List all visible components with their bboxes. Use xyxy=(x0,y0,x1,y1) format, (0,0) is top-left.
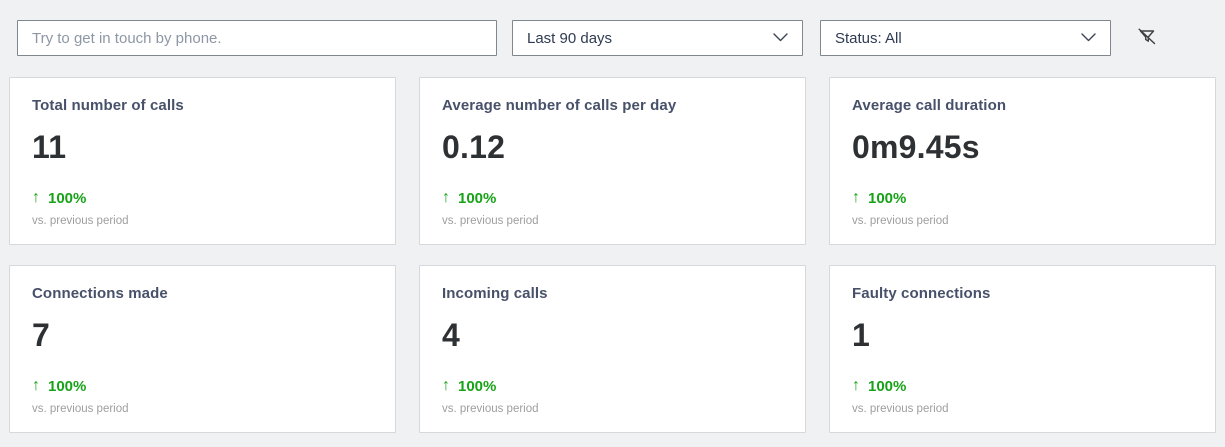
stat-card-incoming-calls: Incoming calls 4 ↑ 100% vs. previous per… xyxy=(419,265,806,433)
clear-filter-icon xyxy=(1136,26,1158,51)
card-title: Total number of calls xyxy=(32,97,184,114)
card-caption: vs. previous period xyxy=(852,215,949,227)
delta-badge: ↑ 100% xyxy=(442,377,783,395)
delta-badge: ↑ 100% xyxy=(442,189,783,207)
card-value: 4 xyxy=(442,317,460,353)
delta-value: 100% xyxy=(48,189,87,207)
card-title: Faulty connections xyxy=(852,285,991,302)
card-value: 11 xyxy=(32,129,67,165)
delta-badge: ↑ 100% xyxy=(32,377,373,395)
date-range-dropdown[interactable]: Last 90 days xyxy=(512,20,803,56)
delta-value: 100% xyxy=(868,377,907,395)
card-title: Average number of calls per day xyxy=(442,97,677,114)
stat-card-faulty-connections: Faulty connections 1 ↑ 100% vs. previous… xyxy=(829,265,1216,433)
card-caption: vs. previous period xyxy=(32,215,129,227)
arrow-up-icon: ↑ xyxy=(32,377,40,394)
delta-value: 100% xyxy=(48,377,87,395)
arrow-up-icon: ↑ xyxy=(442,189,450,206)
card-value: 7 xyxy=(32,317,50,353)
card-caption: vs. previous period xyxy=(852,403,949,415)
card-title: Average call duration xyxy=(852,97,1007,114)
arrow-up-icon: ↑ xyxy=(852,377,860,394)
stats-grid: Total number of calls 11 ↑ 100% vs. prev… xyxy=(9,77,1216,433)
card-caption: vs. previous period xyxy=(442,403,539,415)
card-value: 0m9.45s xyxy=(852,129,980,165)
card-value: 0.12 xyxy=(442,129,506,165)
card-caption: vs. previous period xyxy=(32,403,129,415)
phone-search-input[interactable] xyxy=(17,20,497,56)
delta-value: 100% xyxy=(868,189,907,207)
filter-bar: Last 90 days Status: All xyxy=(0,20,1225,56)
status-dropdown[interactable]: Status: All xyxy=(820,20,1111,56)
status-value: Status: All xyxy=(835,29,902,47)
delta-value: 100% xyxy=(458,377,497,395)
date-range-value: Last 90 days xyxy=(527,29,613,47)
card-caption: vs. previous period xyxy=(442,215,539,227)
chevron-down-icon xyxy=(773,29,788,47)
stat-card-avg-call-duration: Average call duration 0m9.45s ↑ 100% vs.… xyxy=(829,77,1216,245)
delta-badge: ↑ 100% xyxy=(32,189,373,207)
clear-filters-button[interactable] xyxy=(1130,21,1164,55)
chevron-down-icon xyxy=(1081,29,1096,47)
arrow-up-icon: ↑ xyxy=(852,189,860,206)
stat-card-avg-calls-per-day: Average number of calls per day 0.12 ↑ 1… xyxy=(419,77,806,245)
card-value: 1 xyxy=(852,317,870,353)
card-title: Incoming calls xyxy=(442,285,548,302)
arrow-up-icon: ↑ xyxy=(32,189,40,206)
delta-badge: ↑ 100% xyxy=(852,189,1193,207)
stat-card-total-calls: Total number of calls 11 ↑ 100% vs. prev… xyxy=(9,77,396,245)
stat-card-connections-made: Connections made 7 ↑ 100% vs. previous p… xyxy=(9,265,396,433)
delta-value: 100% xyxy=(458,189,497,207)
delta-badge: ↑ 100% xyxy=(852,377,1193,395)
card-title: Connections made xyxy=(32,285,168,302)
arrow-up-icon: ↑ xyxy=(442,377,450,394)
